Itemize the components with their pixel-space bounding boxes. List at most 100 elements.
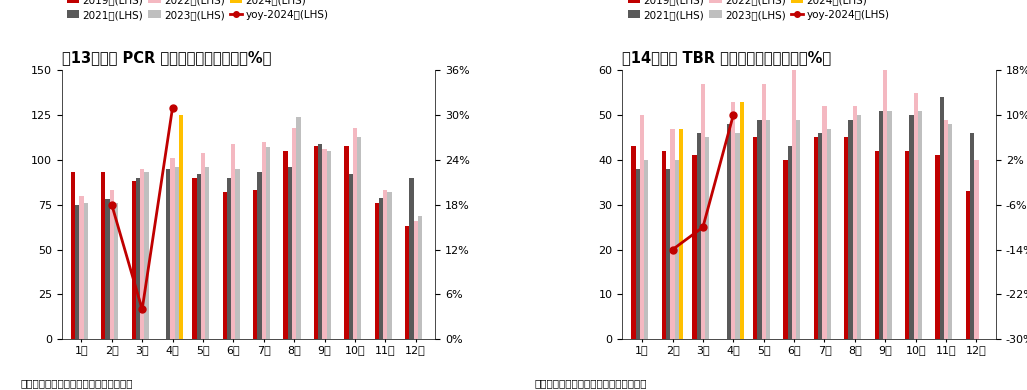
Bar <box>327 151 331 339</box>
Bar <box>144 172 149 339</box>
Text: 图14：欧盟 TBR 进口量及增速（千吨；%）: 图14：欧盟 TBR 进口量及增速（千吨；%） <box>622 50 832 65</box>
Bar <box>266 147 270 339</box>
Bar <box>201 153 205 339</box>
Bar <box>140 169 144 339</box>
Bar <box>405 226 410 339</box>
Bar <box>175 167 179 339</box>
Bar <box>71 172 75 339</box>
Bar <box>205 167 210 339</box>
Bar <box>975 160 979 339</box>
Bar <box>223 192 227 339</box>
Bar <box>667 169 671 339</box>
Bar <box>110 190 114 339</box>
Bar <box>410 178 414 339</box>
Bar <box>940 97 944 339</box>
Bar <box>292 128 296 339</box>
Bar <box>418 216 422 339</box>
Bar <box>344 145 348 339</box>
Bar <box>848 120 852 339</box>
Bar <box>414 221 418 339</box>
Bar <box>948 124 952 339</box>
Bar <box>762 84 766 339</box>
Bar <box>883 70 887 339</box>
Bar <box>288 167 292 339</box>
Bar <box>375 203 379 339</box>
Bar <box>852 106 857 339</box>
Bar <box>83 203 87 339</box>
Bar <box>753 138 757 339</box>
Bar <box>887 111 891 339</box>
Bar <box>827 129 831 339</box>
Bar <box>784 160 788 339</box>
Bar <box>731 102 735 339</box>
Bar <box>314 145 318 339</box>
Bar <box>971 133 975 339</box>
Bar <box>166 169 170 339</box>
Bar <box>700 84 705 339</box>
Bar <box>632 147 636 339</box>
Bar <box>170 158 175 339</box>
Bar <box>692 156 696 339</box>
Bar <box>383 190 387 339</box>
Bar <box>75 205 79 339</box>
Bar <box>727 124 731 339</box>
Bar <box>879 111 883 339</box>
Text: 资料来源：欧盟商务部，民生证券研究院: 资料来源：欧盟商务部，民生证券研究院 <box>21 378 134 388</box>
Bar <box>227 178 231 339</box>
Bar <box>318 144 322 339</box>
Bar <box>357 136 362 339</box>
Bar <box>796 120 800 339</box>
Bar <box>114 203 118 339</box>
Bar <box>253 190 258 339</box>
Bar <box>640 115 644 339</box>
Bar <box>644 160 648 339</box>
Bar <box>235 169 239 339</box>
Bar <box>965 191 971 339</box>
Bar <box>944 120 948 339</box>
Bar <box>79 196 83 339</box>
Bar <box>705 138 710 339</box>
Legend: 2019年(LHS), 2021年(LHS), 2022年(LHS), 2023年(LHS), 2024年(LHS), yoy-2024年(LHS): 2019年(LHS), 2021年(LHS), 2022年(LHS), 2023… <box>627 0 889 20</box>
Bar <box>757 120 762 339</box>
Bar <box>918 111 922 339</box>
Bar <box>875 151 879 339</box>
Bar <box>792 70 796 339</box>
Bar <box>661 151 667 339</box>
Bar <box>819 133 823 339</box>
Bar <box>196 174 201 339</box>
Bar <box>258 172 262 339</box>
Bar <box>353 128 357 339</box>
Bar <box>283 151 288 339</box>
Text: 资料来源：欧盟商务部，民生证券研究院: 资料来源：欧盟商务部，民生证券研究院 <box>534 378 647 388</box>
Bar <box>179 115 183 339</box>
Bar <box>231 144 235 339</box>
Bar <box>844 138 848 339</box>
Bar <box>636 169 640 339</box>
Bar <box>909 115 914 339</box>
Bar <box>823 106 827 339</box>
Bar <box>675 160 679 339</box>
Bar <box>739 102 744 339</box>
Bar <box>735 133 739 339</box>
Bar <box>379 198 383 339</box>
Bar <box>936 156 940 339</box>
Bar <box>696 133 700 339</box>
Bar <box>679 129 683 339</box>
Text: 图13：欧盟 PCR 进口量及增速（千吨；%）: 图13：欧盟 PCR 进口量及增速（千吨；%） <box>62 50 271 65</box>
Bar <box>671 129 675 339</box>
Bar <box>131 181 136 339</box>
Bar <box>766 120 770 339</box>
Bar <box>296 117 301 339</box>
Bar <box>857 115 862 339</box>
Bar <box>905 151 909 339</box>
Bar <box>788 147 792 339</box>
Bar <box>106 199 110 339</box>
Bar <box>136 178 140 339</box>
Bar <box>101 172 106 339</box>
Bar <box>192 178 196 339</box>
Bar <box>914 93 918 339</box>
Bar <box>813 138 819 339</box>
Legend: 2019年(LHS), 2021年(LHS), 2022年(LHS), 2023年(LHS), 2024年(LHS), yoy-2024年(LHS): 2019年(LHS), 2021年(LHS), 2022年(LHS), 2023… <box>67 0 329 20</box>
Bar <box>262 142 266 339</box>
Bar <box>387 192 391 339</box>
